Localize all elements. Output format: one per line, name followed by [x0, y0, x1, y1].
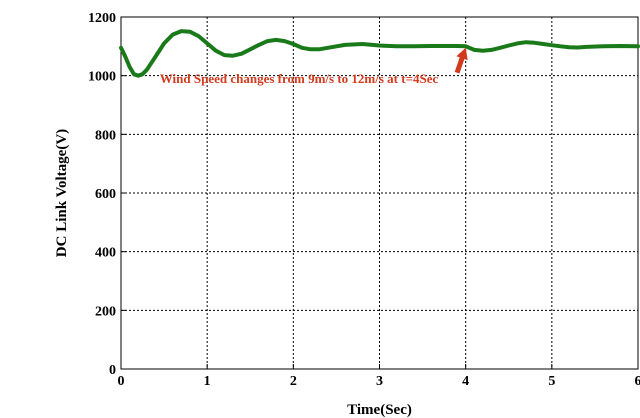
series-layer	[119, 29, 640, 78]
x-tick-label: 5	[548, 374, 555, 389]
y-tick-label: 1200	[88, 11, 116, 26]
annotation-arrow	[454, 47, 468, 74]
y-tick-label: 800	[95, 128, 116, 143]
x-axis-label: Time(Sec)	[347, 402, 412, 418]
grid-lines	[121, 17, 638, 369]
y-tick-label: 0	[109, 363, 116, 378]
x-tick-label: 6	[635, 374, 640, 389]
y-tick-label: 600	[95, 187, 116, 202]
annotation-layer: Wind Speed changes from 9m/s to 12m/s at…	[160, 47, 468, 86]
x-tick-label: 3	[376, 374, 383, 389]
x-tick-label: 4	[462, 374, 469, 389]
y-tick-label: 1000	[88, 70, 116, 85]
axis-ticks: 0 1 2 3 4 5 6 0 200 400 600 800 1000 1200	[88, 11, 640, 389]
y-tick-label: 200	[95, 304, 116, 319]
y-tick-label: 400	[95, 246, 116, 261]
series-line-0	[119, 29, 640, 78]
x-tick-label: 0	[118, 374, 125, 389]
y-axis-label: DC Link Voltage(V)	[54, 129, 70, 257]
annotation-text: Wind Speed changes from 9m/s to 12m/s at…	[160, 71, 439, 86]
x-tick-label: 1	[204, 374, 211, 389]
x-tick-label: 2	[290, 374, 297, 389]
